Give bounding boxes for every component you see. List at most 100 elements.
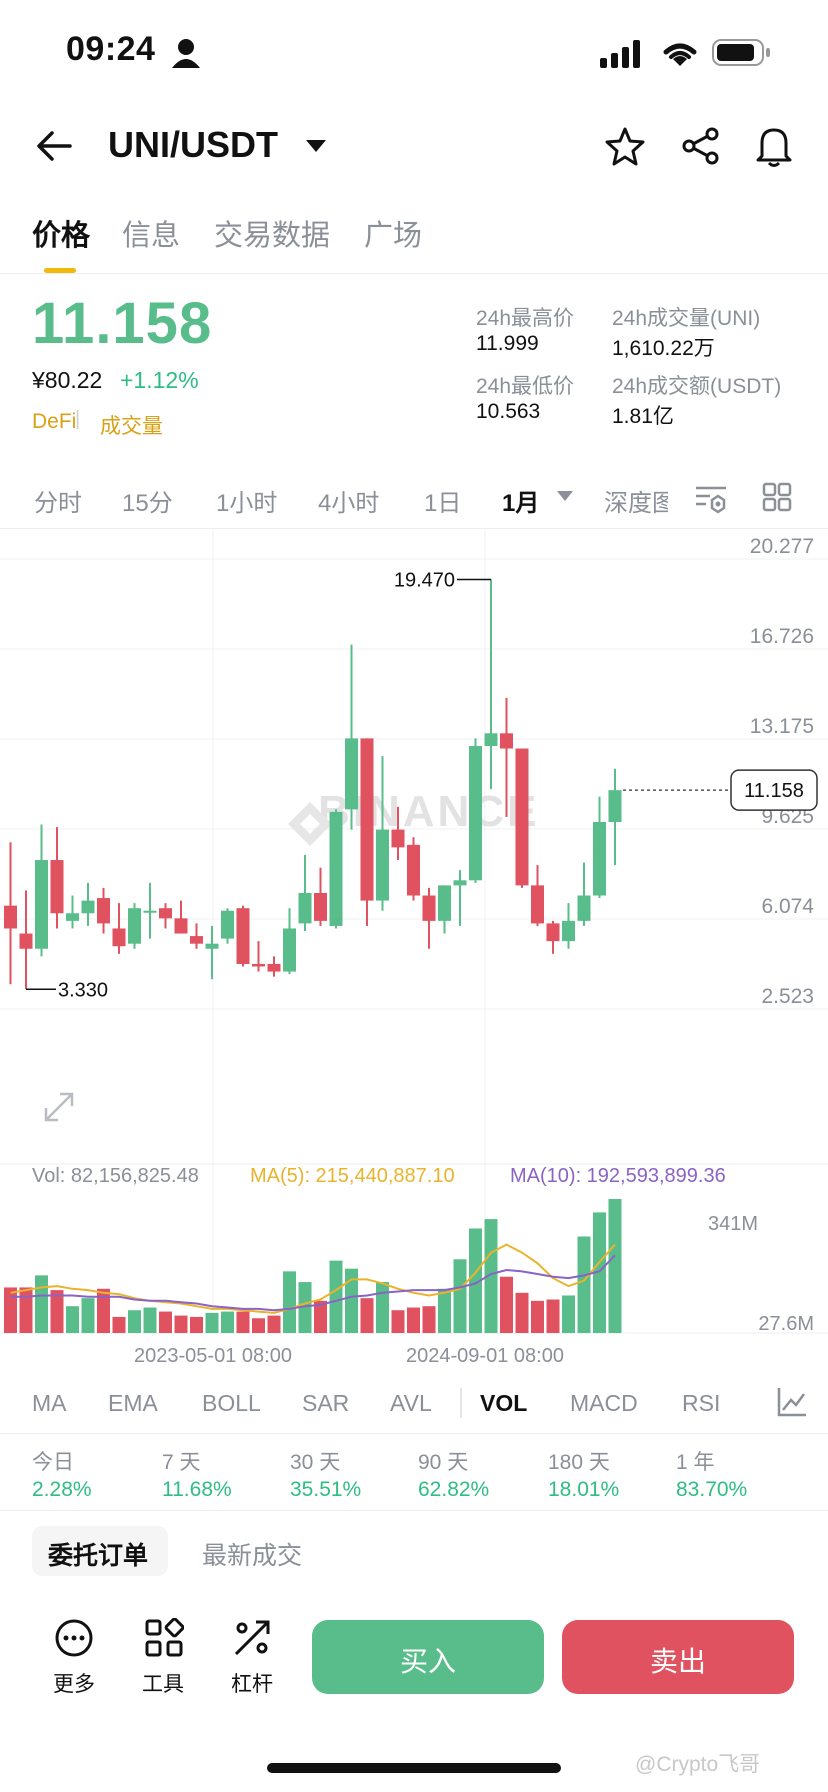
volume-legend: Vol: 82,156,825.48 [32,1165,199,1187]
candle-down [531,885,544,924]
perf-value: 2.28% [32,1478,92,1501]
volume-bar [593,1212,606,1333]
perf-value: 11.68% [162,1478,232,1501]
candle-up [453,880,467,886]
back-arrow-icon[interactable] [34,128,74,164]
interval-1d[interactable]: 1日 [424,490,462,517]
leverage-label[interactable]: 杠杆 [231,1673,273,1696]
indicator-sar[interactable]: SAR [302,1390,350,1416]
indicator-avl[interactable]: AVL [390,1390,432,1416]
interval-1mo[interactable]: 1月 [502,490,540,517]
indicator-ma[interactable]: MA [32,1390,67,1416]
ma5-legend: MA(5): 215,440,887.10 [250,1165,455,1187]
volume-bar [577,1236,591,1333]
candle-down [19,933,33,949]
volume-bar [407,1307,420,1333]
candle-down [546,923,560,942]
status-time: 09:24 [66,30,156,68]
tools-icon[interactable] [144,1618,184,1658]
candle-down [252,963,265,967]
perf-value: 62.82% [418,1478,490,1501]
binance-logo-icon [288,802,332,846]
star-icon[interactable] [604,126,646,166]
leverage-icon[interactable] [232,1618,272,1658]
volume-bar [81,1298,95,1333]
volume-quote-label: 24h成交额(USDT) [612,375,782,398]
candle-down [314,892,327,921]
volume-bar [97,1288,110,1333]
volume-bar [112,1316,126,1333]
tab-latest-trades[interactable]: 最新成交 [202,1542,303,1570]
orders-tab-background [32,1526,168,1576]
volume-bar [391,1310,405,1333]
indicator-macd[interactable]: MACD [570,1390,638,1416]
max-price-label: 19.470 [394,569,455,591]
perf-value: 18.01% [548,1478,620,1501]
perf-value: 83.70% [676,1478,748,1501]
indicator-boll[interactable]: BOLL [202,1390,261,1416]
interval-4h[interactable]: 4小时 [318,490,380,517]
interval-1h[interactable]: 1小时 [216,490,278,517]
candle-up [329,811,343,926]
ma5-line [10,1243,616,1314]
perf-label: 30 天 [290,1451,341,1474]
tab-info[interactable]: 信息 [122,220,181,252]
sell-button[interactable]: 卖出 [562,1620,794,1694]
candle-up [438,885,451,921]
volume-base-value: 1,610.22万 [612,337,715,360]
wifi-icon [663,43,697,66]
tab-square[interactable]: 广场 [364,220,423,252]
candle-up [298,892,312,924]
volume-bar [345,1268,358,1333]
home-indicator[interactable] [267,1763,561,1773]
interval-time-share[interactable]: 分时 [34,490,82,517]
volume-bar [252,1318,265,1333]
layout-grid-icon[interactable] [762,482,792,512]
bell-icon[interactable] [754,124,794,168]
tab-price[interactable]: 价格 [32,220,91,252]
cny-price: ¥80.22 [32,367,103,393]
candlestick-chart[interactable]: BINANCE 20.27716.72613.1759.6256.0742.52… [0,528,828,1368]
perf-value: 35.51% [290,1478,362,1501]
candle-down [112,928,126,947]
indicator-rsi[interactable]: RSI [682,1390,721,1416]
volume-bar [562,1295,575,1333]
volume-bar [283,1271,296,1333]
candle-down [97,898,110,924]
divider [0,273,828,274]
candle-up [469,745,482,881]
candle-up [128,908,141,944]
candle-down [391,829,405,848]
buy-button[interactable]: 买入 [312,1620,544,1694]
interval-15m[interactable]: 15分 [122,490,173,517]
indicator-ema[interactable]: EMA [108,1390,158,1416]
indicator-vol[interactable]: VOL [480,1390,528,1416]
pair-title[interactable]: UNI/USDT [108,124,278,165]
more-label[interactable]: 更多 [53,1673,95,1696]
sector-tag[interactable]: DeFi [32,410,77,433]
tools-label[interactable]: 工具 [142,1673,184,1696]
more-icon[interactable] [54,1618,94,1658]
candle-down [407,844,420,896]
expand-icon[interactable] [36,1084,82,1130]
tab-open-orders[interactable]: 委托订单 [48,1542,149,1570]
tab-trading-data[interactable]: 交易数据 [214,220,331,252]
x-tick-label: 2024-09-01 08:00 [406,1345,564,1367]
sell-button-label: 卖出 [649,1646,706,1677]
volume-bar [515,1292,529,1333]
price-tick-label: 13.175 [750,715,814,738]
candle-down [190,936,203,944]
candle-up [593,822,606,896]
perf-label: 90 天 [418,1451,469,1474]
interval-caret-icon[interactable] [556,490,574,502]
share-icon[interactable] [680,126,722,166]
candle-up [577,895,591,921]
dropdown-caret-icon[interactable] [304,138,328,154]
chart-settings-icon[interactable] [694,482,728,514]
interval-depth[interactable]: 深度图 [604,490,668,517]
low-label: 24h最低价 [476,375,575,398]
volume-tag[interactable]: 成交量 [100,415,163,438]
candle-up [484,733,498,746]
indicator-settings-icon[interactable] [776,1386,808,1418]
divider [0,528,828,529]
